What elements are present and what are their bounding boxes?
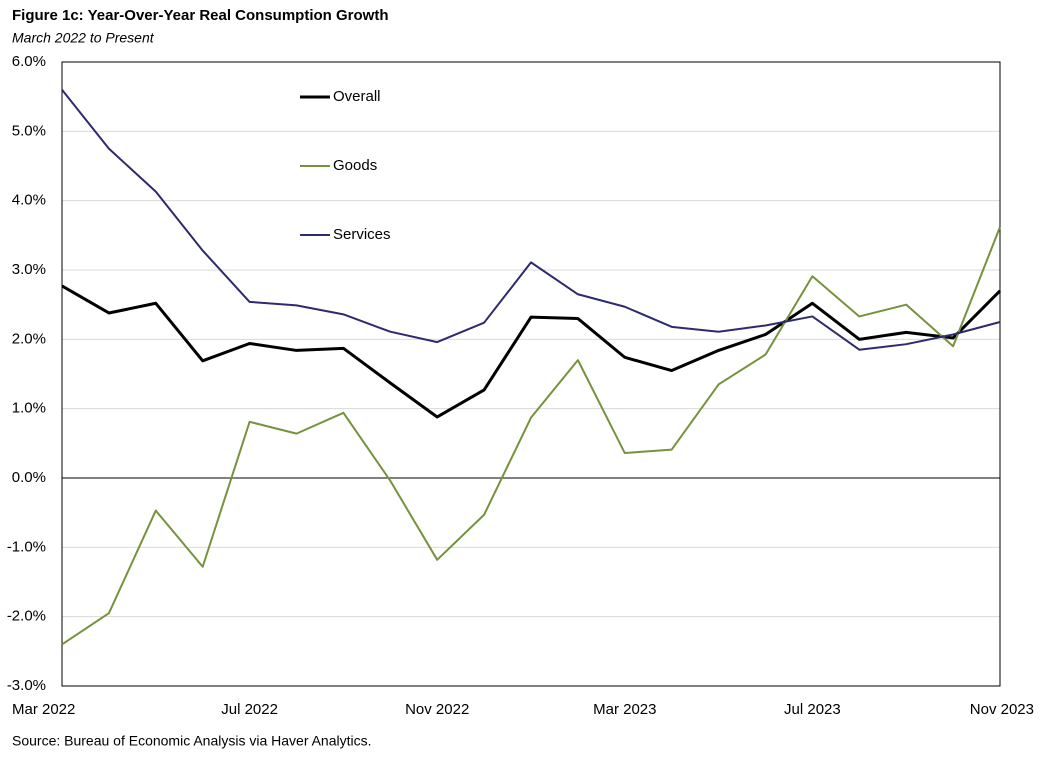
y-tick-label: -1.0% xyxy=(7,538,46,555)
y-tick-label: 1.0% xyxy=(12,400,46,417)
y-tick-label: 4.0% xyxy=(12,192,46,209)
x-tick-label: Jul 2023 xyxy=(784,701,841,718)
x-tick-label: Nov 2023 xyxy=(970,701,1034,718)
chart-subtitle: March 2022 to Present xyxy=(12,30,155,46)
y-tick-label: 0.0% xyxy=(12,469,46,486)
legend-label: Services xyxy=(333,226,391,243)
series-line xyxy=(61,284,1002,419)
x-tick-label: Nov 2022 xyxy=(405,701,469,718)
legend-label: Goods xyxy=(333,157,377,174)
x-tick-label: Mar 2022 xyxy=(12,701,75,718)
y-tick-label: 2.0% xyxy=(12,330,46,347)
series-line xyxy=(61,89,1001,351)
x-tick-label: Jul 2022 xyxy=(221,701,278,718)
series-line xyxy=(61,226,1001,646)
x-tick-label: Mar 2023 xyxy=(593,701,656,718)
y-tick-label: -3.0% xyxy=(7,677,46,694)
y-tick-label: 6.0% xyxy=(12,53,46,70)
y-tick-label: 3.0% xyxy=(12,261,46,278)
y-tick-label: -2.0% xyxy=(7,608,46,625)
legend-label: Overall xyxy=(333,88,381,105)
chart-title: Figure 1c: Year-Over-Year Real Consumpti… xyxy=(12,7,389,24)
plot-border xyxy=(61,61,1001,687)
y-tick-label: 5.0% xyxy=(12,122,46,139)
source-note: Source: Bureau of Economic Analysis via … xyxy=(12,733,372,749)
